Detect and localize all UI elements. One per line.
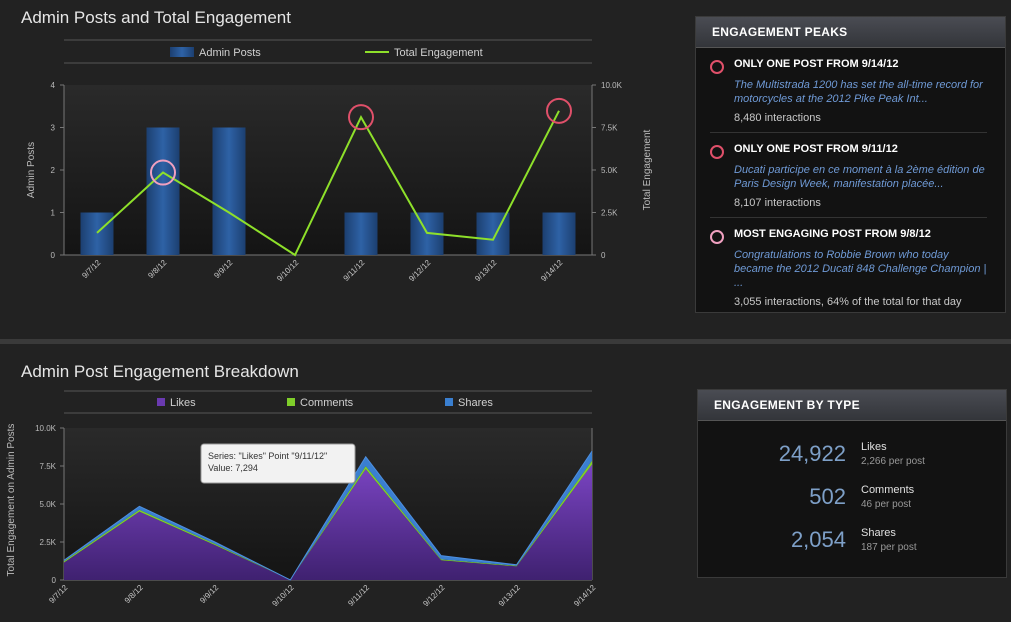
y-tick-label: 7.5K	[40, 462, 57, 471]
y-tick-label-right: 5.0K	[601, 166, 618, 175]
types-list: 24,922 Likes 2,266 per post 502 Comments 46 p…	[698, 421, 1006, 562]
legend-admin-posts-label: Admin Posts	[199, 47, 261, 59]
peak-title: MOST ENGAGING POST FROM 9/8/12	[734, 228, 931, 240]
engagement-type-row: 502 Comments 46 per post	[698, 476, 1006, 519]
peak-marker	[150, 159, 176, 186]
y-tick-label-right: 2.5K	[601, 209, 618, 218]
engagement-type-label: Shares	[861, 527, 896, 539]
y-axis-label-left: Admin Posts	[26, 142, 37, 198]
posts-engagement-chart: Admin Posts Total Engagement 0 1 2 3 4 0 2.5K 5.0…	[26, 39, 653, 284]
y-tick-label-right: 10.0K	[601, 81, 623, 90]
peak-interactions: 3,055 interactions, 64% of the total for…	[734, 296, 962, 308]
peak-circle-icon	[710, 145, 724, 159]
peak-post-link[interactable]: The Multistrada 1200 has set the all-tim…	[734, 79, 983, 105]
legend-swatch-shares	[445, 398, 453, 406]
x-tick-label: 9/11/12	[346, 583, 371, 608]
chart1-title: Admin Posts and Total Engagement	[21, 8, 291, 27]
x-tick-label: 9/9/12	[198, 583, 220, 605]
peak-circle-icon	[710, 60, 724, 74]
engagement-type-label: Comments	[861, 484, 915, 496]
area-top-edge	[63, 450, 593, 581]
x-tick-label: 9/10/12	[270, 583, 296, 609]
legend-total-engagement-label: Total Engagement	[394, 47, 483, 59]
legend-label-comments: Comments	[300, 397, 354, 409]
x-tick-label: 9/8/12	[123, 583, 145, 605]
engagement-type-per-post: 187 per post	[861, 542, 917, 553]
x-tick-label: 9/12/12	[421, 583, 447, 609]
engagement-type-row: 24,922 Likes 2,266 per post	[698, 433, 1006, 476]
y-tick-label: 10.0K	[35, 424, 57, 433]
area-likes	[64, 464, 592, 580]
legend-admin-posts-swatch	[170, 47, 194, 57]
y-tick-label-left: 1	[51, 209, 56, 218]
peak-circle-icon	[710, 230, 724, 244]
peak-post-link[interactable]: Ducati participe en ce moment à la 2ème …	[734, 164, 985, 190]
types-header: ENGAGEMENT BY TYPE	[698, 390, 1006, 421]
peak-item: ONLY ONE POST FROM 9/11/12 Ducati partici…	[710, 133, 987, 218]
engagement-type-per-post: 46 per post	[861, 499, 912, 510]
y-tick-label: 0	[52, 576, 57, 585]
peaks-header: ENGAGEMENT PEAKS	[696, 17, 1005, 48]
y-axis-label-right: Total Engagement	[642, 129, 653, 210]
tooltip-box	[200, 443, 356, 484]
section-divider	[0, 339, 1011, 344]
peak-interactions: 8,107 interactions	[734, 197, 821, 209]
legend-label-likes: Likes	[170, 397, 196, 409]
tooltip-line-2: Value: 7,294	[208, 463, 258, 473]
bar-admin-posts	[80, 212, 114, 255]
y-tick-label-left: 0	[51, 251, 56, 260]
peak-post-link[interactable]: Congratulations to Robbie Brown who toda…	[734, 249, 987, 289]
engagement-type-total: 24,922	[778, 441, 846, 466]
engagement-type-panel: ENGAGEMENT BY TYPE 24,922 Likes 2,266 per …	[697, 389, 1007, 578]
peak-title: ONLY ONE POST FROM 9/11/12	[734, 143, 898, 155]
peak-interactions: 8,480 interactions	[734, 112, 821, 124]
peaks-list: ONLY ONE POST FROM 9/14/12 The Multistrad…	[696, 48, 1005, 316]
peak-marker	[546, 97, 572, 124]
y-tick-label: 5.0K	[40, 500, 57, 509]
tooltip-line-1: Series: "Likes" Point "9/11/12"	[208, 451, 327, 461]
y-axis-label: Total Engagement on Admin Posts	[6, 424, 17, 577]
engagement-breakdown-chart: Likes Comments Shares 0 2.5K 5.0K 7.5K 10.0K Tot…	[6, 390, 598, 609]
y-tick-label-left: 2	[51, 166, 56, 175]
y-tick-label-left: 3	[51, 124, 56, 133]
y-tick-label-right: 7.5K	[601, 124, 618, 133]
peak-item: MOST ENGAGING POST FROM 9/8/12 Congratula…	[710, 218, 987, 316]
engagement-type-total: 2,054	[790, 527, 846, 552]
x-tick-label: 9/10/12	[275, 258, 301, 284]
x-tick-label: 9/14/12	[539, 258, 565, 284]
x-tick-label: 9/9/12	[212, 258, 234, 280]
chart1-plot-area	[64, 85, 592, 255]
peak-title: ONLY ONE POST FROM 9/14/12	[734, 58, 899, 70]
bar-admin-posts	[212, 127, 246, 255]
engagement-type-total: 502	[809, 484, 846, 509]
peak-marker	[348, 104, 374, 131]
x-tick-label: 9/7/12	[80, 258, 102, 280]
y-tick-label-right: 0	[601, 251, 606, 260]
engagement-type-label: Likes	[861, 441, 887, 453]
x-tick-label: 9/13/12	[473, 258, 499, 284]
y-tick-label: 2.5K	[40, 538, 57, 547]
engagement-type-per-post: 2,266 per post	[861, 456, 925, 467]
bar-admin-posts	[344, 212, 378, 255]
x-tick-label: 9/7/12	[47, 583, 69, 605]
y-tick-label-left: 4	[51, 81, 56, 90]
x-tick-label: 9/11/12	[342, 258, 367, 283]
engagement-type-row: 2,054 Shares 187 per post	[698, 519, 1006, 562]
legend-label-shares: Shares	[458, 397, 493, 409]
bar-admin-posts	[542, 212, 576, 255]
peak-item: ONLY ONE POST FROM 9/14/12 The Multistrad…	[710, 48, 987, 133]
chart2-title: Admin Post Engagement Breakdown	[21, 362, 299, 381]
x-tick-label: 9/8/12	[146, 258, 168, 280]
x-tick-label: 9/13/12	[497, 583, 523, 609]
legend-swatch-comments	[287, 398, 295, 406]
x-tick-label: 9/14/12	[572, 583, 598, 609]
x-tick-label: 9/12/12	[407, 258, 433, 284]
legend-swatch-likes	[157, 398, 165, 406]
bar-admin-posts	[146, 127, 180, 255]
engagement-peaks-panel: ENGAGEMENT PEAKS ONLY ONE POST FROM 9/14…	[695, 16, 1006, 313]
